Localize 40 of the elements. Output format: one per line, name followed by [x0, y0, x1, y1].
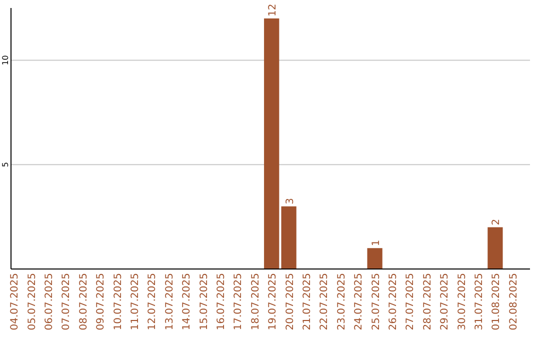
x-tick-label: 10.07.2025 [112, 273, 124, 330]
x-tick-label: 30.07.2025 [456, 273, 468, 330]
x-tick-label: 23.07.2025 [336, 273, 348, 330]
x-tick-label: 17.07.2025 [233, 273, 244, 330]
x-tick-label: 20.07.2025 [284, 273, 296, 330]
x-tick-label: 24.07.2025 [354, 273, 365, 330]
x-tick-label: 04.07.2025 [10, 273, 21, 330]
x-tick-label: 22.07.2025 [319, 273, 330, 330]
x-tick-label: 01.08.2025 [491, 273, 502, 330]
x-tick-label: 02.08.2025 [508, 273, 520, 330]
x-tick-label: 13.07.2025 [164, 273, 176, 330]
bar [488, 227, 503, 269]
x-tick-label: 06.07.2025 [44, 273, 55, 330]
x-tick-label: 12.07.2025 [147, 273, 158, 330]
data-label: 2 [491, 218, 502, 226]
x-tick-label: 28.07.2025 [422, 273, 434, 330]
x-tick-label: 07.07.2025 [61, 273, 72, 330]
x-tick-label: 21.07.2025 [302, 273, 313, 330]
x-tick-label: 05.07.2025 [26, 273, 38, 330]
bar [264, 18, 280, 269]
x-tick-label: 27.07.2025 [405, 273, 416, 330]
x-tick-label: 11.07.2025 [130, 273, 141, 330]
data-label: 3 [284, 198, 296, 204]
x-tick-label: 09.07.2025 [96, 273, 107, 330]
x-tick-label: 26.07.2025 [388, 273, 399, 330]
bar [281, 206, 296, 269]
x-tick-label: 18.07.2025 [250, 273, 262, 330]
x-tick-label: 16.07.2025 [216, 273, 227, 330]
x-tick-label: 25.07.2025 [370, 273, 382, 330]
bar [367, 248, 382, 269]
x-tick-label: 29.07.2025 [440, 273, 451, 330]
x-tick-label: 19.07.2025 [268, 273, 279, 330]
data-label: 1 [370, 240, 382, 246]
y-tick-label: 5 [1, 162, 10, 168]
data-label: 12 [268, 4, 279, 16]
x-tick-label: 31.07.2025 [474, 273, 485, 330]
x-tick-label: 14.07.2025 [182, 273, 193, 330]
x-tick-label: 15.07.2025 [198, 273, 210, 330]
y-tick-label: 10 [1, 55, 10, 66]
x-tick-label: 08.07.2025 [78, 273, 90, 330]
